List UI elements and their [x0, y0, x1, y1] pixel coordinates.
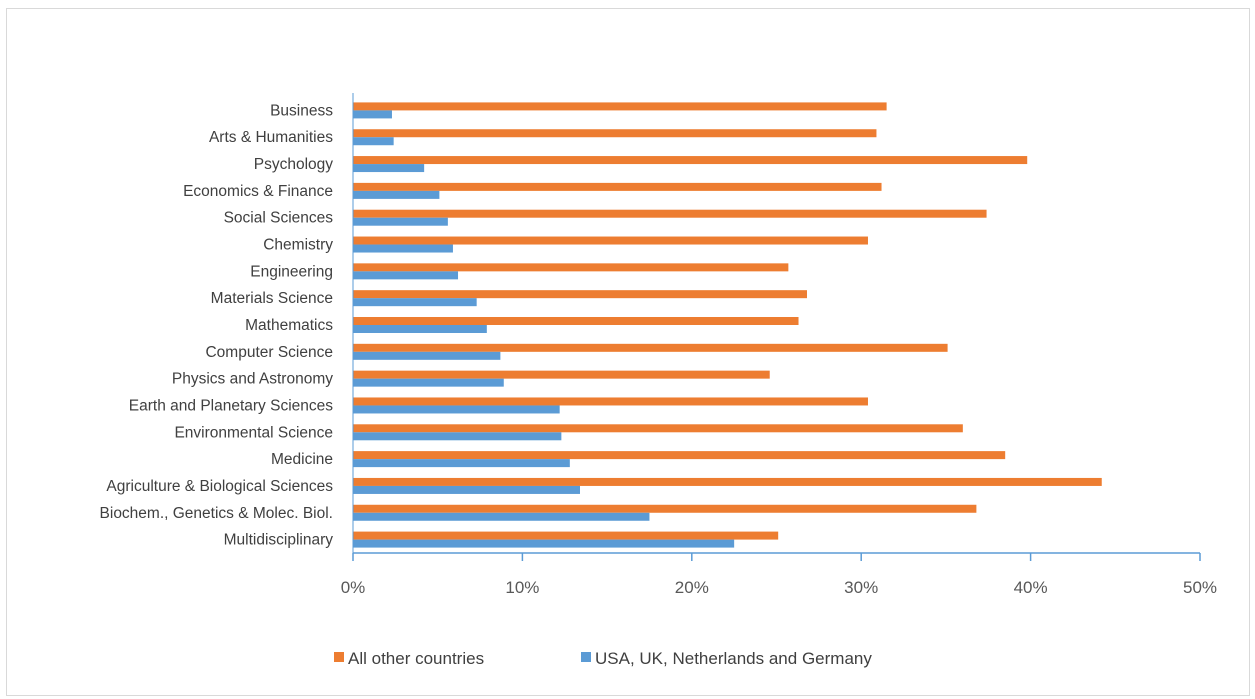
category-label: Computer Science	[205, 344, 333, 361]
bar-all-other-countries	[353, 209, 987, 218]
category-label: Chemistry	[263, 237, 333, 254]
bar-usa-uk-nl-de	[353, 512, 650, 521]
bar-usa-uk-nl-de	[353, 190, 440, 199]
bar-all-other-countries	[353, 531, 779, 540]
legend-swatch-all-other-countries	[334, 652, 344, 662]
category-label: Multidisciplinary	[224, 532, 334, 549]
bar-all-other-countries	[353, 451, 1006, 460]
bar-usa-uk-nl-de	[353, 539, 735, 548]
category-label: Economics & Finance	[183, 183, 333, 200]
bar-usa-uk-nl-de	[353, 110, 392, 119]
category-label: Arts & Humanities	[209, 129, 333, 146]
bar-usa-uk-nl-de	[353, 485, 580, 494]
bar-all-other-countries	[353, 317, 799, 325]
bar-usa-uk-nl-de	[353, 298, 477, 307]
bar-all-other-countries	[353, 236, 868, 245]
legend-label: USA, UK, Netherlands and Germany	[595, 649, 872, 668]
bar-usa-uk-nl-de	[353, 164, 425, 173]
x-tick-label: 30%	[844, 578, 878, 597]
chart-frame: Business Arts & Humanities Psychology Econo…	[6, 8, 1250, 696]
bar-usa-uk-nl-de	[353, 137, 394, 146]
category-label: Social Sciences	[224, 210, 334, 227]
category-label: Agriculture & Biological Sciences	[106, 478, 333, 495]
bar-usa-uk-nl-de	[353, 217, 448, 226]
category-label: Environmental Science	[174, 424, 333, 441]
bar-all-other-countries	[353, 290, 807, 299]
category-label: Biochem., Genetics & Molec. Biol.	[100, 505, 333, 522]
category-label: Psychology	[254, 156, 334, 173]
category-label: Business	[270, 102, 333, 119]
x-tick-label: 40%	[1014, 578, 1048, 597]
bar-all-other-countries	[353, 477, 1102, 486]
bar-all-other-countries	[353, 102, 887, 111]
x-tick-label: 20%	[675, 578, 709, 597]
bar-all-other-countries	[353, 370, 770, 379]
category-label: Mathematics	[245, 317, 333, 334]
category-label: Engineering	[250, 263, 333, 280]
x-tick-label: 50%	[1183, 578, 1217, 597]
bar-all-other-countries	[353, 129, 877, 138]
bar-usa-uk-nl-de	[353, 432, 562, 441]
bar-usa-uk-nl-de	[353, 405, 560, 414]
bar-all-other-countries	[353, 397, 868, 406]
bar-all-other-countries	[353, 156, 1028, 165]
category-label: Materials Science	[211, 290, 333, 307]
bar-usa-uk-nl-de	[353, 271, 459, 280]
category-label: Physics and Astronomy	[172, 371, 333, 388]
bar-usa-uk-nl-de	[353, 325, 487, 333]
bar-all-other-countries	[353, 182, 882, 191]
x-tick-label: 0%	[341, 578, 366, 597]
bar-all-other-countries	[353, 263, 789, 272]
bar-all-other-countries	[353, 343, 948, 352]
bar-usa-uk-nl-de	[353, 244, 453, 253]
bar-usa-uk-nl-de	[353, 351, 501, 360]
bar-chart: Business Arts & Humanities Psychology Econo…	[100, 93, 1217, 668]
bar-usa-uk-nl-de	[353, 378, 504, 387]
bar-all-other-countries	[353, 504, 977, 513]
bar-usa-uk-nl-de	[353, 459, 570, 468]
x-tick-label: 10%	[505, 578, 539, 597]
category-label: Medicine	[271, 451, 333, 468]
bar-all-other-countries	[353, 424, 963, 433]
legend-swatch-usa-uk-nl-de	[581, 652, 591, 662]
legend-label: All other countries	[348, 649, 484, 668]
category-label: Earth and Planetary Sciences	[129, 397, 333, 414]
